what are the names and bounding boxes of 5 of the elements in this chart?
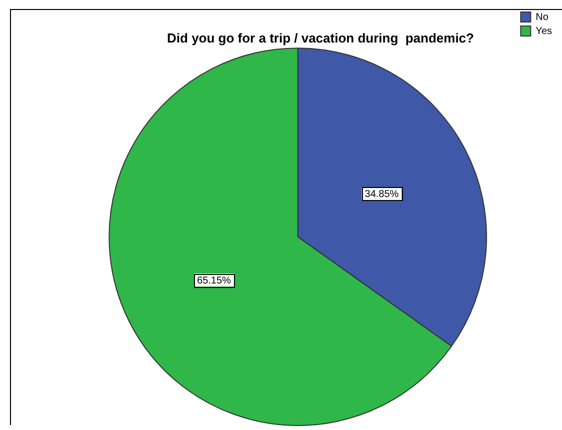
data-label: 65.15% [197,275,232,286]
text: Did you go for a trip / vacation during pandemic? [167,30,474,46]
legend-label: Yes [536,26,552,37]
data-label: 34.85% [364,188,399,200]
legend-label: No [536,12,549,23]
